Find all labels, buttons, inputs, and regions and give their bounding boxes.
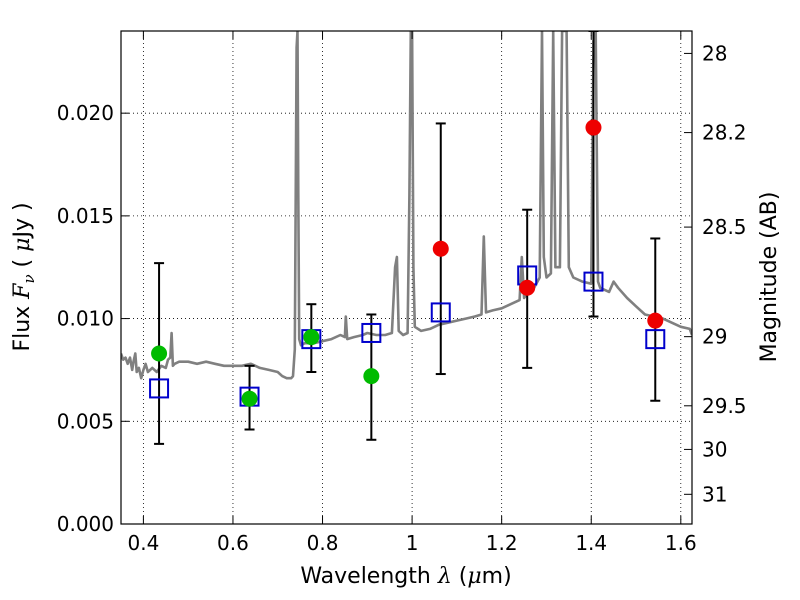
red-data-point <box>585 119 602 136</box>
spectrum-line <box>121 31 692 380</box>
y-tick-label: 0.000 <box>57 512 114 536</box>
y2-tick-label: 29 <box>702 325 727 349</box>
plot-frame <box>120 30 693 525</box>
plot-area <box>121 31 692 524</box>
y2-tick-label: 29.5 <box>702 394 747 418</box>
red-data-point <box>432 240 449 257</box>
red-data-point <box>647 312 664 329</box>
y2-tick-label: 28.2 <box>702 121 747 145</box>
x-tick-label: 0.6 <box>217 531 249 555</box>
x-tick-label: 1.2 <box>486 531 518 555</box>
green-data-point <box>303 329 320 346</box>
x-tick-label: 0.4 <box>127 531 159 555</box>
green-data-point <box>241 390 258 407</box>
y2-tick-label: 31 <box>702 482 727 506</box>
green-data-point <box>363 368 380 385</box>
y2-tick-label: 28 <box>702 41 727 65</box>
x-tick-label: 1.6 <box>665 531 697 555</box>
green-data-point <box>151 345 168 362</box>
tick-labels: 0.4 0.6 0.8 1 1.2 1.4 1.6 0.000 0.005 0.010 0.015 0… <box>57 41 747 555</box>
spectrum-layer <box>121 31 692 380</box>
ticks <box>121 31 692 525</box>
y2-tick-label: 30 <box>702 437 727 461</box>
y2-axis-label: Magnitude (AB) <box>757 192 782 363</box>
model-square-point <box>149 378 170 399</box>
model-square-point <box>430 302 451 323</box>
y-tick-label: 0.015 <box>57 204 114 228</box>
model-square-point <box>645 329 666 350</box>
y2-tick-label: 28.5 <box>702 215 747 239</box>
model-square-point <box>361 322 382 343</box>
marker-layer <box>149 119 666 407</box>
red-data-point <box>519 279 536 296</box>
x-tick-label: 1 <box>406 531 419 555</box>
model-square-point <box>583 271 604 292</box>
x-tick-label: 0.8 <box>307 531 339 555</box>
y-tick-label: 0.005 <box>57 409 114 433</box>
y-tick-label: 0.010 <box>57 307 114 331</box>
x-tick-label: 1.4 <box>575 531 607 555</box>
y-axis-label: Flux Fν ( μJy ) <box>10 202 38 351</box>
x-axis-label: Wavelength λ (μm) <box>300 564 511 589</box>
y-tick-label: 0.020 <box>57 101 114 125</box>
